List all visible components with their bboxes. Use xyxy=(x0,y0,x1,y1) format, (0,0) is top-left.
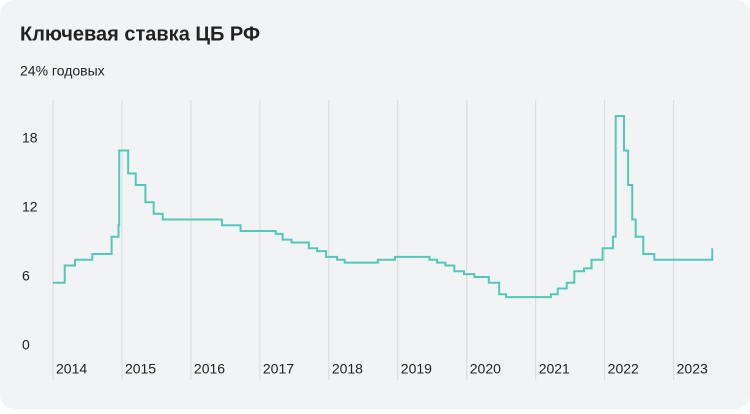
x-tick-label: 2019 xyxy=(401,361,432,377)
chart-title: Ключевая ставка ЦБ РФ xyxy=(20,23,260,45)
x-tick-label: 2015 xyxy=(125,361,156,377)
x-tick-label: 2020 xyxy=(470,361,501,377)
x-tick-label: 2018 xyxy=(332,361,363,377)
y-tick-label: 6 xyxy=(22,268,30,284)
chart-subtitle: 24% годовых xyxy=(20,63,105,79)
y-tick-label: 12 xyxy=(22,199,38,215)
x-tick-label: 2022 xyxy=(608,361,639,377)
x-tick-label: 2023 xyxy=(677,361,708,377)
y-tick-label: 18 xyxy=(22,130,38,146)
y-tick-label: 0 xyxy=(22,337,30,353)
x-tick-label: 2021 xyxy=(539,361,570,377)
rate-line xyxy=(53,115,714,299)
x-tick-label: 2017 xyxy=(263,361,294,377)
x-tick-label: 2016 xyxy=(194,361,225,377)
x-tick-label: 2014 xyxy=(56,361,87,377)
